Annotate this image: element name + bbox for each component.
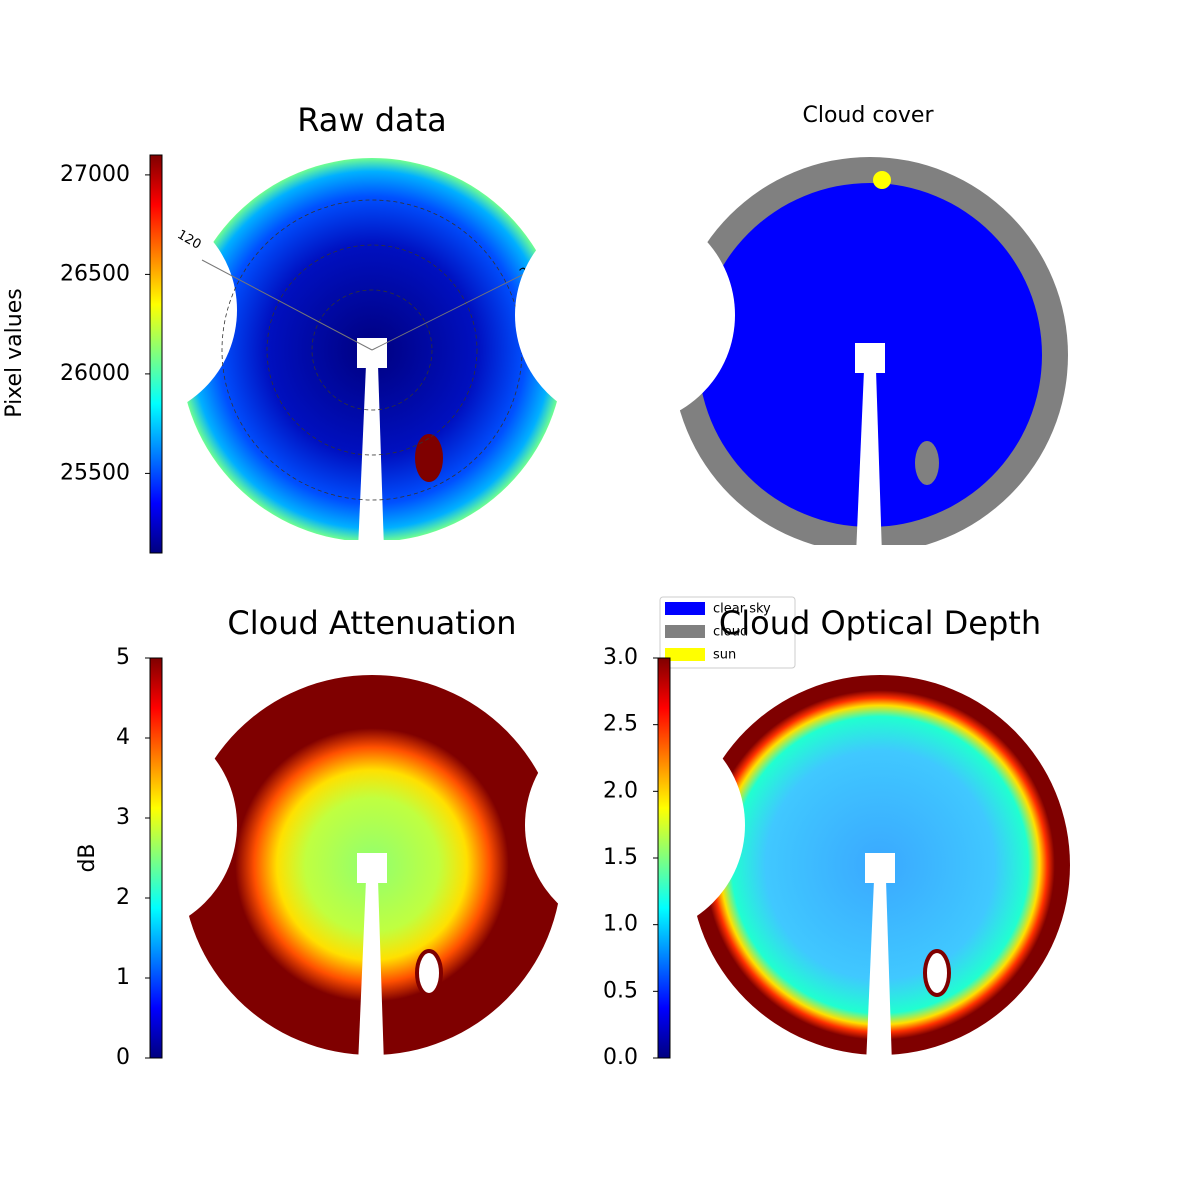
blob (415, 949, 443, 997)
obstruction (515, 205, 735, 425)
colorbar-tick-label: 0 (116, 1045, 130, 1070)
colorbar (149, 154, 163, 554)
obstruction (17, 715, 237, 935)
legend-swatch (665, 648, 705, 661)
colorbar-tick-label: 27000 (60, 162, 130, 187)
colorbar-tick-label: 5 (116, 645, 130, 670)
mast (866, 880, 892, 1065)
colorbar-label: dB (75, 843, 100, 872)
colorbar-tick-label: 4 (116, 725, 130, 750)
colorbar-tick-label: 0.5 (603, 978, 638, 1003)
mast (358, 880, 384, 1065)
colorbar-label: Pixel values (2, 288, 27, 417)
colorbar-tick-label: 1 (116, 965, 130, 990)
azimuth-line (201, 259, 373, 351)
colorbar-tick-label: 3.0 (603, 645, 638, 670)
colorbar-tick-label: 26000 (60, 361, 130, 386)
panel: Cloud Attenuation 0 1 2 3 4 5 dB (17, 604, 572, 1075)
colorbar-tick-label: 2 (116, 885, 130, 910)
legend-label: sun (713, 648, 736, 663)
panel: Cloud Optical Depth 0.0 0.5 1.0 1.5 2.0 2.5 3.0 (525, 604, 1080, 1075)
colorbar-tick-label: 1.0 (603, 912, 638, 937)
blob (915, 441, 939, 485)
panel-title: Cloud cover (803, 103, 935, 128)
mast (856, 370, 882, 555)
mast-top (357, 853, 387, 883)
legend-label: clear sky (713, 602, 771, 617)
legend-swatch (665, 625, 705, 638)
panel: 120240Raw data25500260002650027000Pixel … (2, 101, 573, 560)
colorbar (657, 657, 671, 1059)
panel-title: Raw data (297, 101, 447, 139)
colorbar-tick-label: 2.0 (603, 778, 638, 803)
sun (873, 171, 891, 189)
panel-title: Cloud Attenuation (227, 604, 516, 642)
colorbar-tick-label: 2.5 (603, 712, 638, 737)
mast (358, 365, 384, 550)
colorbar-tick-label: 26500 (60, 261, 130, 286)
blob (923, 949, 951, 997)
obstruction (525, 715, 745, 935)
colorbar-tick-label: 3 (116, 805, 130, 830)
colorbar-tick-label: 0.0 (603, 1045, 638, 1070)
legend-swatch (665, 602, 705, 615)
legend-label: cloud (713, 625, 748, 640)
mast-top (357, 338, 387, 368)
polar-grid (266, 244, 478, 456)
blob (415, 434, 443, 482)
mast-top (855, 343, 885, 373)
colorbar (149, 657, 163, 1059)
panel-title: Cloud Optical Depth (719, 604, 1041, 642)
mast-top (865, 853, 895, 883)
polar-grid (311, 289, 433, 411)
colorbar-tick-label: 1.5 (603, 845, 638, 870)
obstruction (17, 200, 237, 420)
colorbar-tick-label: 25500 (60, 460, 130, 485)
panel: Cloud cover clear sky cloud sun (515, 103, 1070, 669)
